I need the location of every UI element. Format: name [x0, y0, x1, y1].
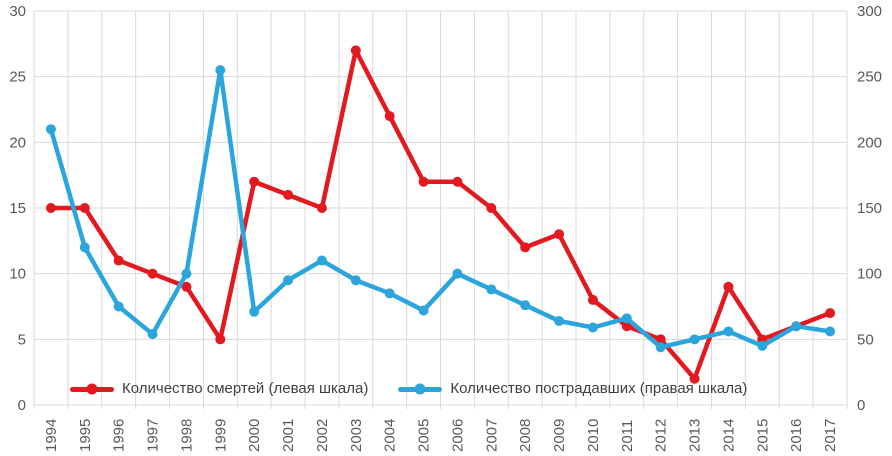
svg-text:1994: 1994: [43, 419, 60, 452]
svg-text:2007: 2007: [483, 419, 500, 452]
legend-label-injured: Количество пострадавших (правая шкала): [450, 380, 748, 397]
svg-text:15: 15: [9, 200, 26, 217]
svg-text:2016: 2016: [788, 419, 805, 452]
legend-item-deaths[interactable]: Количество смертей (левая шкала): [70, 380, 368, 397]
svg-text:0: 0: [18, 397, 26, 414]
svg-text:2000: 2000: [246, 419, 263, 452]
svg-text:10: 10: [9, 266, 26, 283]
svg-text:2006: 2006: [449, 419, 466, 452]
svg-text:2001: 2001: [280, 419, 297, 452]
svg-text:2009: 2009: [551, 419, 568, 452]
svg-text:250: 250: [857, 69, 882, 86]
svg-text:50: 50: [857, 331, 874, 348]
svg-text:300: 300: [857, 3, 882, 20]
svg-text:5: 5: [18, 331, 26, 348]
legend-item-injured[interactable]: Количество пострадавших (правая шкала): [398, 380, 747, 397]
svg-text:2015: 2015: [754, 419, 771, 452]
svg-text:2014: 2014: [720, 419, 737, 452]
legend-line-marker-injured: [398, 383, 443, 395]
legend-line-marker-deaths: [70, 383, 114, 395]
svg-text:2004: 2004: [382, 419, 399, 452]
svg-text:150: 150: [857, 200, 882, 217]
svg-text:2008: 2008: [517, 419, 534, 452]
svg-text:2002: 2002: [314, 419, 331, 452]
chart-legend: Количество смертей (левая шкала) Количес…: [70, 380, 747, 397]
svg-text:25: 25: [9, 69, 26, 86]
svg-text:100: 100: [857, 266, 882, 283]
svg-text:2017: 2017: [822, 419, 839, 452]
svg-text:2012: 2012: [653, 419, 670, 452]
svg-text:1996: 1996: [111, 419, 128, 452]
svg-text:200: 200: [857, 134, 882, 151]
legend-label-deaths: Количество смертей (левая шкала): [122, 380, 369, 397]
svg-text:30: 30: [9, 3, 26, 20]
svg-text:2005: 2005: [416, 419, 433, 452]
svg-text:1995: 1995: [77, 419, 94, 452]
svg-text:2011: 2011: [619, 420, 636, 452]
svg-text:20: 20: [9, 134, 26, 151]
svg-text:1997: 1997: [145, 419, 162, 452]
svg-text:1999: 1999: [212, 419, 229, 452]
svg-text:2013: 2013: [687, 419, 704, 452]
svg-text:2010: 2010: [585, 419, 602, 452]
svg-text:1998: 1998: [178, 419, 195, 452]
svg-text:2003: 2003: [348, 419, 365, 452]
svg-text:0: 0: [857, 397, 865, 414]
